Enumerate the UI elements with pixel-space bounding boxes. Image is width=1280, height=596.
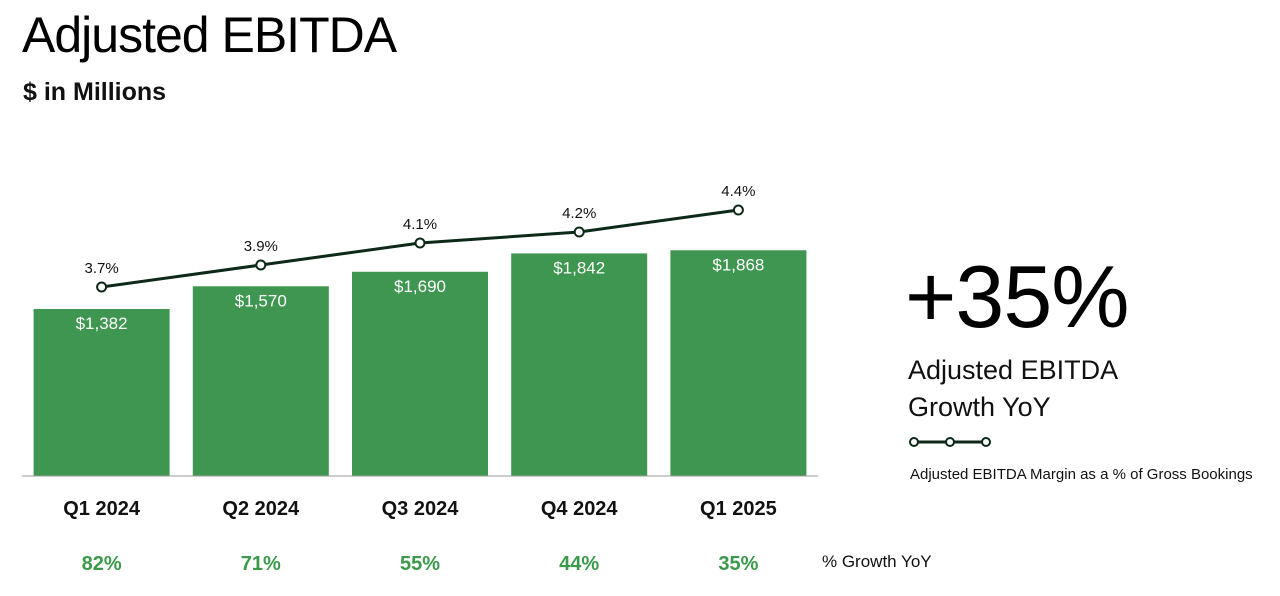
- margin-point: [414, 237, 426, 249]
- ebitda-chart: $1,382 Q1 2024 82% $1,570 Q2 2024 71% $1,690 Q3…: [22, 183, 818, 575]
- growth-highlight-label-line2: Growth YoY: [908, 392, 1051, 422]
- bar: [511, 253, 648, 476]
- margin-value-label: 4.4%: [721, 183, 755, 200]
- legend-line-icon: [909, 437, 991, 447]
- bar: [33, 309, 170, 476]
- growth-yoy-value: 71%: [241, 553, 281, 575]
- x-tick-label: Q1 2025: [700, 498, 777, 520]
- margin-point: [255, 259, 267, 271]
- growth-yoy-value: 82%: [82, 553, 122, 575]
- x-tick-label: Q1 2024: [63, 498, 141, 520]
- bar: [352, 271, 488, 476]
- growth-highlight-label: Adjusted EBITDA Growth YoY: [908, 352, 1208, 426]
- x-tick-label: Q4 2024: [541, 498, 619, 520]
- growth-yoy-value: 44%: [559, 553, 599, 575]
- margin-value-label: 3.9%: [244, 238, 278, 255]
- legend-label: Adjusted EBITDA Margin as a % of Gross B…: [910, 466, 1253, 483]
- bar: [192, 286, 329, 476]
- bar-value-label: $1,690: [394, 277, 446, 296]
- growth-highlight-label-line1: Adjusted EBITDA: [908, 355, 1119, 385]
- growth-row-label: % Growth YoY: [822, 552, 932, 571]
- bar-value-label: $1,570: [235, 291, 287, 310]
- x-tick-label: Q3 2024: [382, 498, 460, 520]
- margin-value-label: 3.7%: [84, 260, 118, 277]
- page-subtitle: $ in Millions: [23, 78, 167, 106]
- bar-value-label: $1,868: [712, 255, 764, 274]
- bar: [670, 250, 807, 476]
- margin-point: [732, 204, 744, 216]
- growth-yoy-value: 55%: [400, 553, 440, 575]
- margin-value-label: 4.1%: [403, 216, 437, 233]
- growth-highlight-value: +35%: [905, 247, 1130, 346]
- margin-point: [96, 281, 108, 293]
- x-tick-label: Q2 2024: [222, 498, 300, 520]
- margin-value-label: 4.2%: [562, 205, 596, 222]
- page-title: Adjusted EBITDA: [22, 7, 397, 63]
- growth-yoy-value: 35%: [718, 553, 758, 575]
- margin-point: [573, 226, 585, 238]
- bar-value-label: $1,842: [553, 258, 605, 277]
- bar-value-label: $1,382: [76, 314, 128, 333]
